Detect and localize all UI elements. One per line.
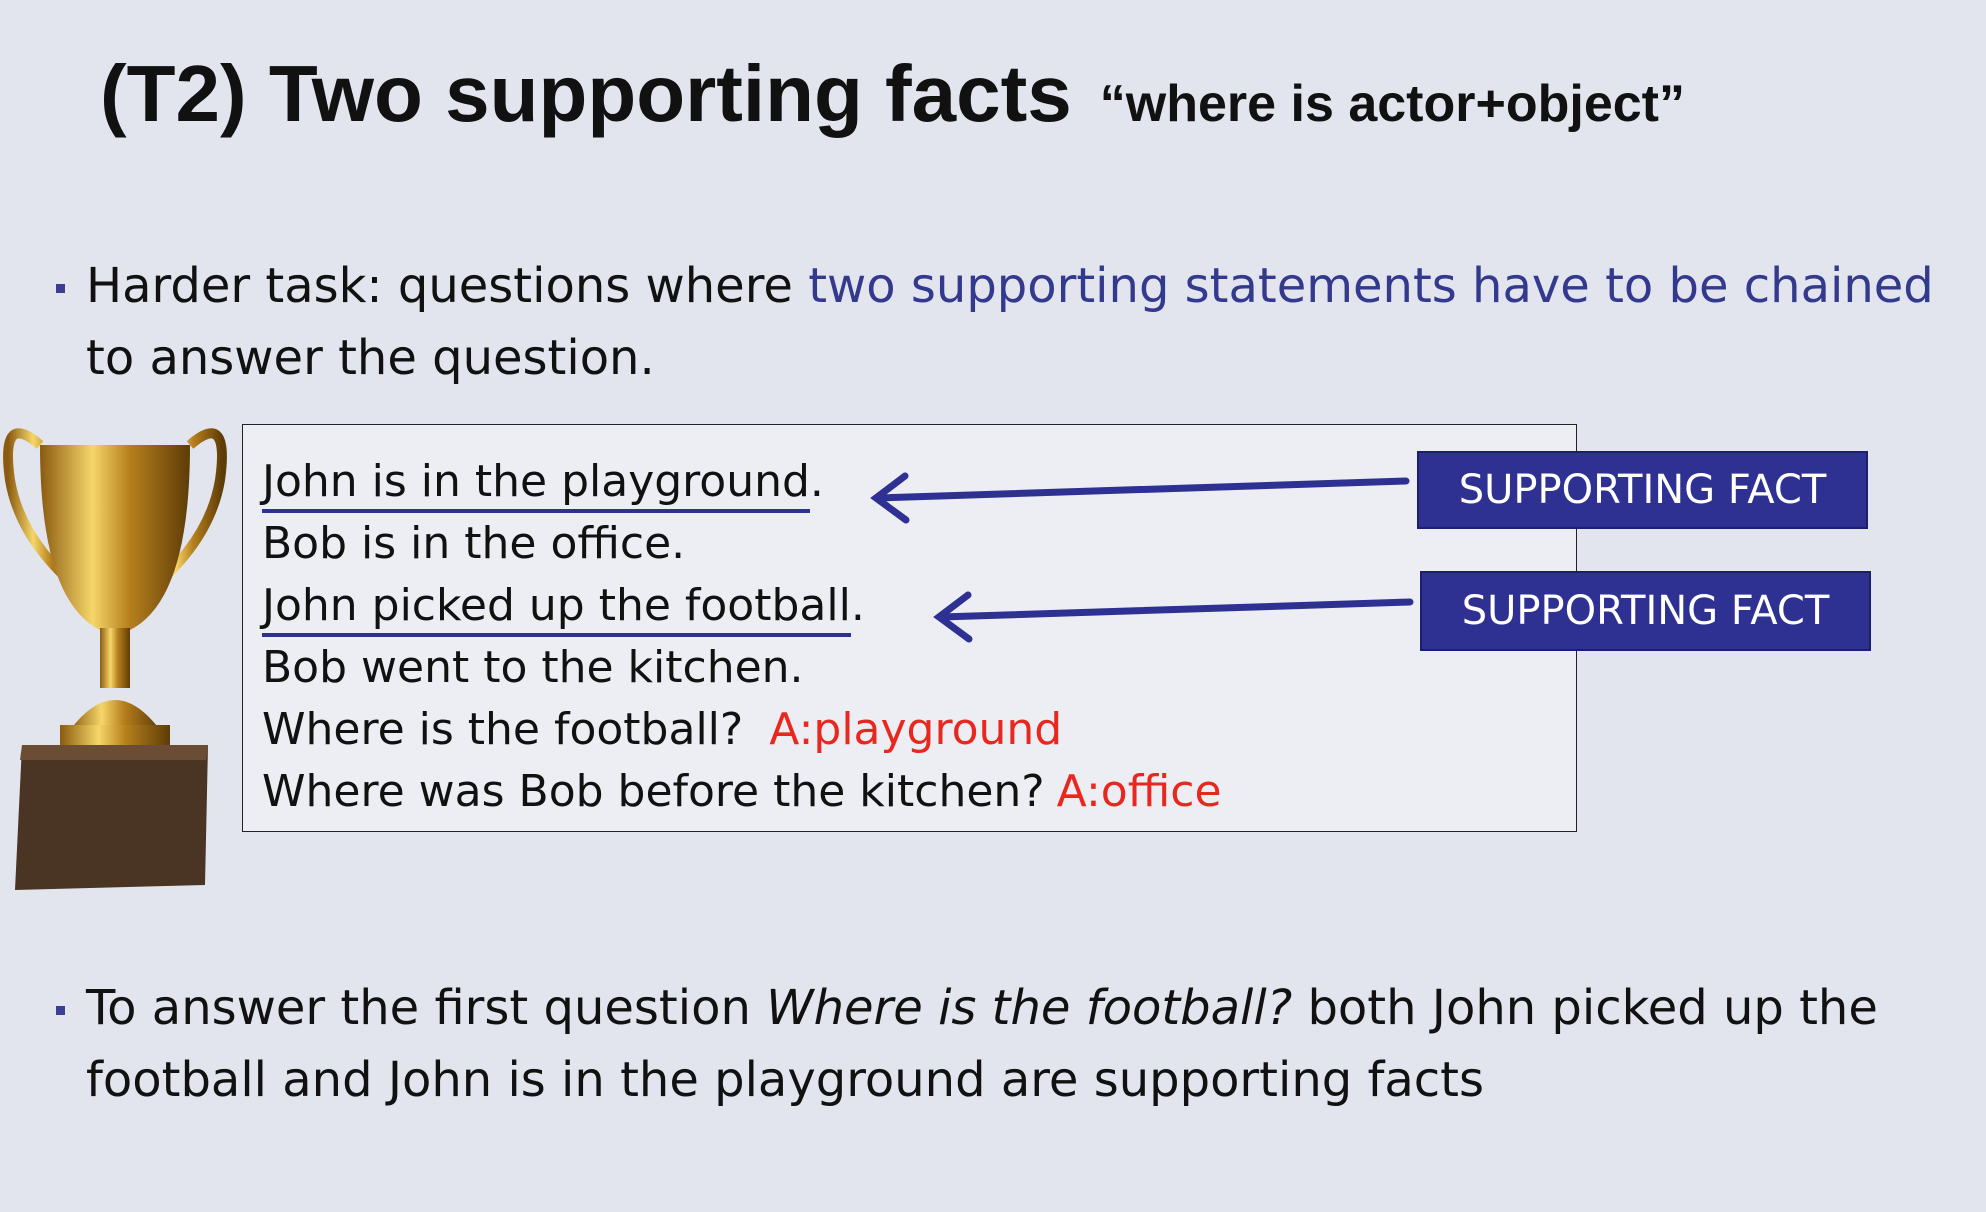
story-end: . bbox=[809, 456, 824, 507]
subtitle: “where is actor+object” bbox=[1099, 75, 1685, 133]
story-text: Where was Bob before the kitchen? bbox=[262, 766, 1045, 817]
story-line: Bob went to the kitchen. bbox=[262, 642, 804, 693]
label: SUPPORTING FACT bbox=[1420, 571, 1871, 651]
bullet: To answer the first question Where is th… bbox=[56, 972, 1966, 1116]
text: Harder task: questions where bbox=[86, 258, 809, 314]
title: (T2) Two supporting facts “where is actor… bbox=[100, 48, 1685, 140]
answer: A:office bbox=[1056, 766, 1222, 817]
story-line: Where is the football? A:playground bbox=[262, 704, 1062, 755]
story-line: Where was Bob before the kitchen? A:offic… bbox=[262, 766, 1222, 817]
story-text: Where is the football? bbox=[262, 704, 758, 755]
story-text: John picked up the football bbox=[262, 580, 851, 637]
text: both John picked up the football and Joh… bbox=[86, 980, 1878, 1108]
story-text: John is in the playground bbox=[262, 456, 810, 513]
label: SUPPORTING FACT bbox=[1417, 451, 1868, 529]
text: To answer the first question bbox=[86, 980, 767, 1036]
story-line: John picked up the football. bbox=[262, 580, 865, 637]
story-line: John is in the playground. bbox=[262, 456, 824, 513]
story-end: . bbox=[850, 580, 865, 631]
story-line: Bob is in the office. bbox=[262, 518, 685, 569]
title-text: (T2) Two supporting facts bbox=[100, 49, 1072, 138]
highlight: two supporting statements have to be cha… bbox=[808, 258, 1934, 314]
text: to answer the question. bbox=[86, 330, 655, 386]
answer: A:playground bbox=[769, 704, 1063, 755]
italic: Where is the football? bbox=[766, 980, 1293, 1036]
story-text: Bob went to the kitchen. bbox=[262, 642, 804, 693]
bullet: Harder task: questions where two support… bbox=[56, 250, 1966, 394]
story-text: Bob is in the office. bbox=[262, 518, 686, 569]
trophy bbox=[3, 428, 227, 890]
